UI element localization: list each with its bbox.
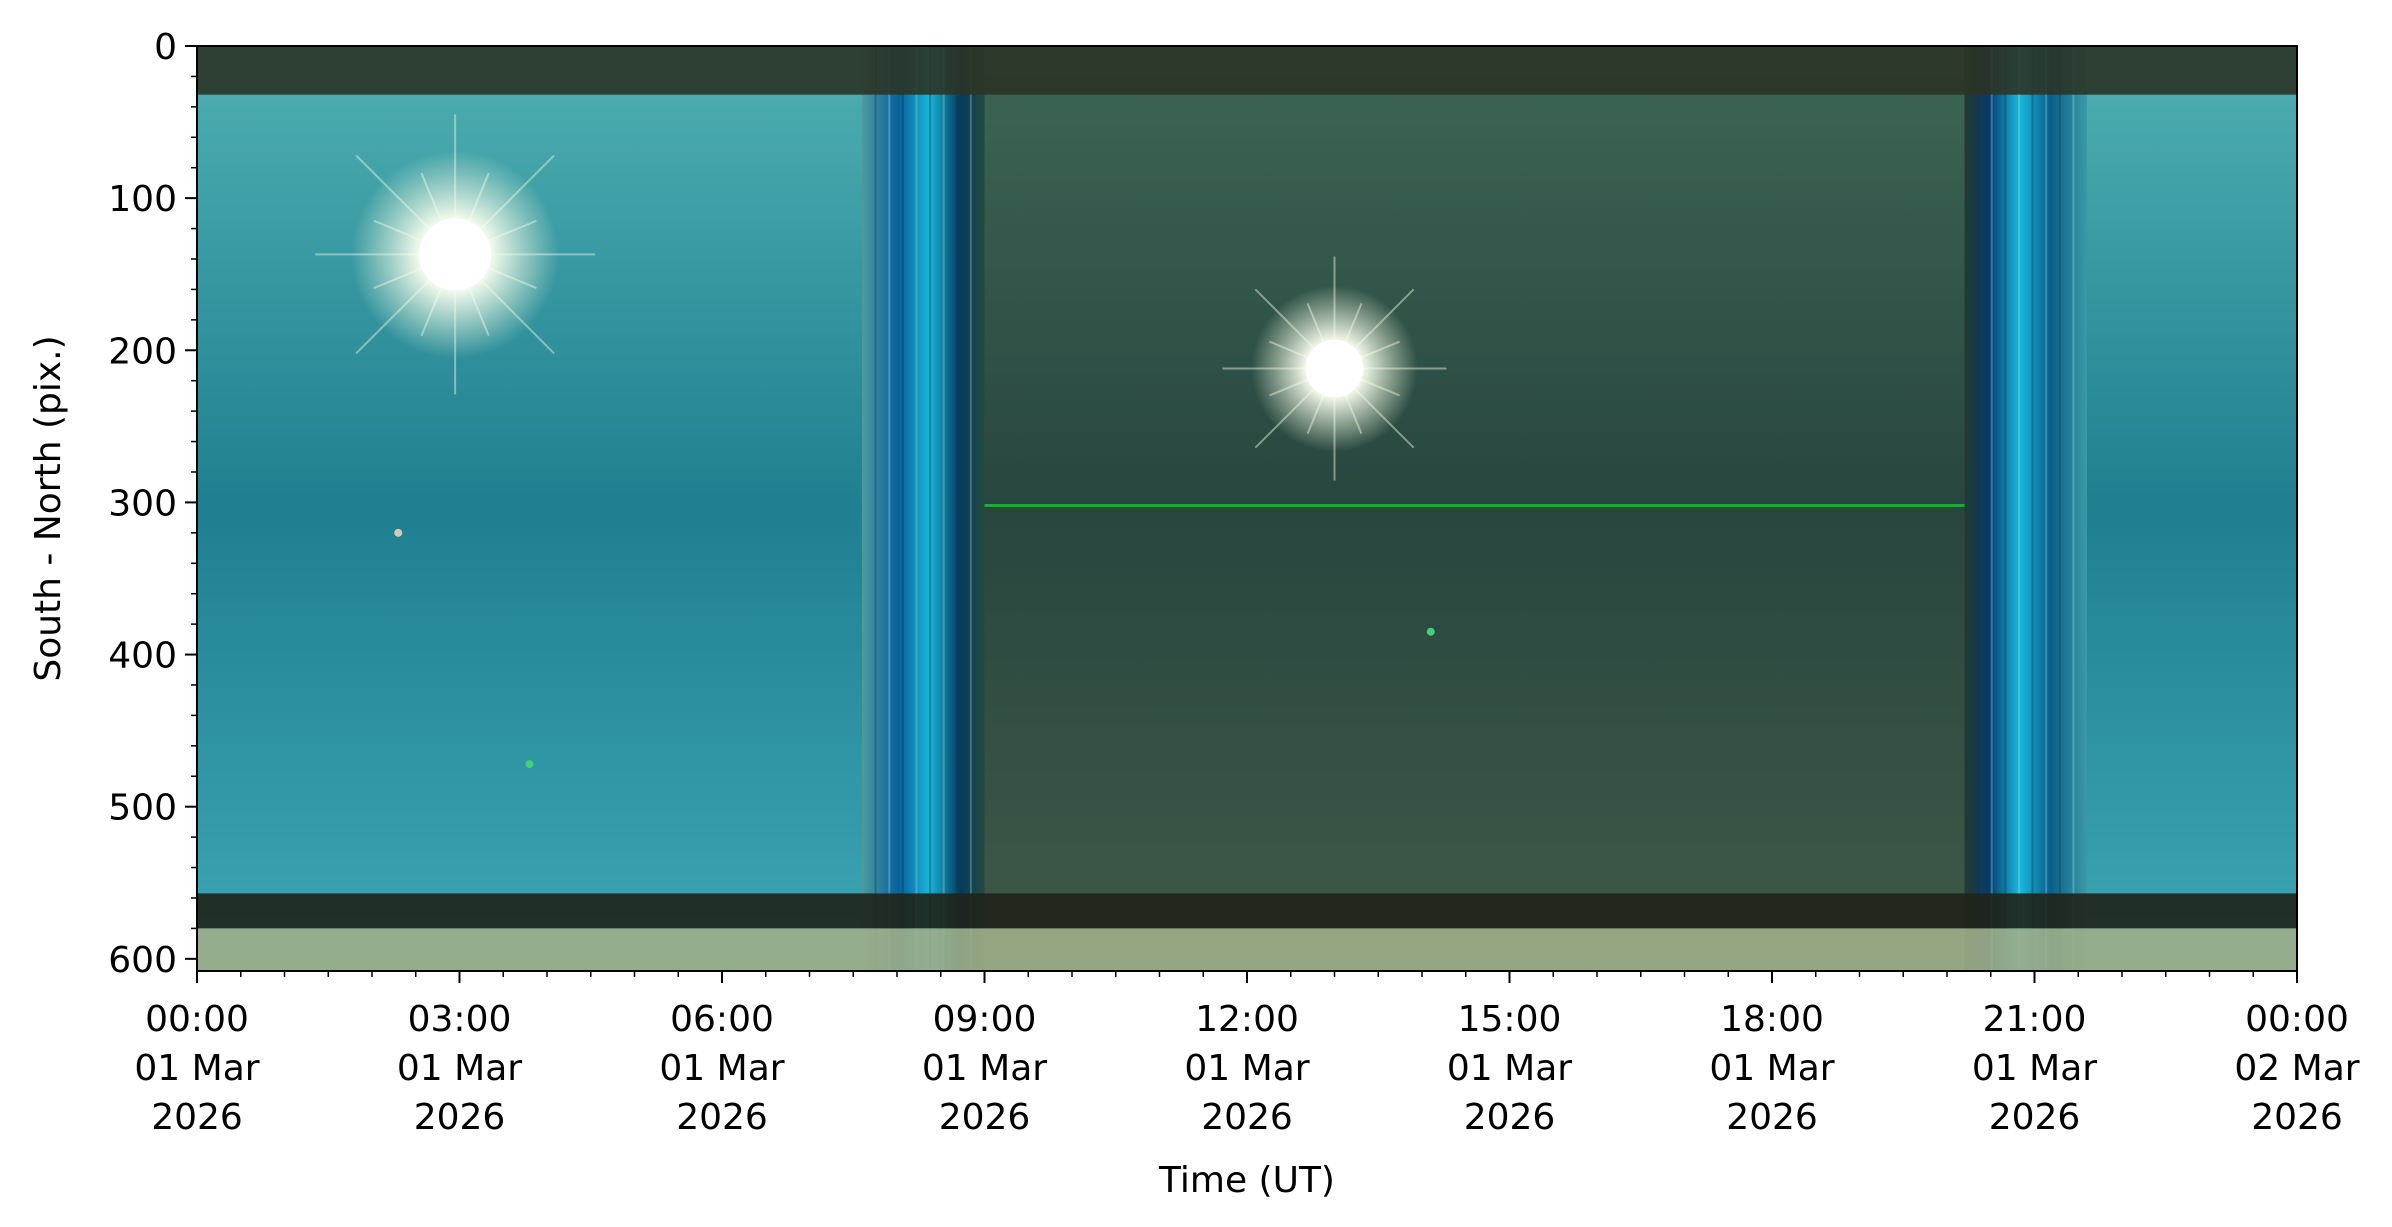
x-tick-label: 01 Mar	[1447, 1048, 1572, 1089]
x-tick-label: 2026	[1989, 1097, 2081, 1138]
x-tick-label: 03:00	[408, 999, 512, 1040]
x-tick-label: 2026	[414, 1097, 506, 1138]
x-tick-label: 01 Mar	[1709, 1048, 1834, 1089]
x-tick-label: 01 Mar	[659, 1048, 784, 1089]
night-segment	[984, 46, 1965, 971]
sun-2	[1222, 256, 1447, 481]
x-tick-label: 15:00	[1458, 999, 1562, 1040]
x-tick-label: 2026	[1726, 1097, 1818, 1138]
bright-dot-3	[394, 528, 403, 537]
x-tick-label: 01 Mar	[1972, 1048, 2097, 1089]
x-tick-label: 01 Mar	[397, 1048, 522, 1089]
x-tick-label: 01 Mar	[1184, 1048, 1309, 1089]
x-tick-label: 09:00	[933, 999, 1037, 1040]
horizontal-band-3	[197, 928, 2297, 971]
bright-dot-1	[525, 760, 534, 769]
x-axis-label: Time (UT)	[1158, 1160, 1335, 1201]
x-tick-label: 00:00	[145, 999, 249, 1040]
sun-1	[315, 114, 596, 395]
y-tick-label: 0	[154, 27, 177, 68]
x-tick-label: 2026	[1464, 1097, 1556, 1138]
y-tick-label: 300	[108, 483, 177, 524]
timelapse-keogram-image	[197, 46, 2297, 971]
x-tick-label: 12:00	[1195, 999, 1299, 1040]
x-tick-label: 21:00	[1983, 999, 2087, 1040]
y-tick-label: 600	[108, 940, 177, 981]
x-tick-label: 2026	[939, 1097, 1031, 1138]
x-tick-label: 01 Mar	[922, 1048, 1047, 1089]
x-tick-label: 18:00	[1720, 999, 1824, 1040]
sun-core	[1305, 339, 1364, 398]
x-tick-label: 02 Mar	[2234, 1048, 2359, 1089]
y-tick-label: 200	[108, 331, 177, 372]
twilight-band-2	[1964, 46, 2087, 971]
sun-core	[419, 218, 492, 291]
twilight-band-1	[862, 46, 985, 971]
x-tick-label: 2026	[151, 1097, 243, 1138]
x-tick-label: 2026	[2251, 1097, 2343, 1138]
y-tick-label: 100	[108, 179, 177, 220]
horizontal-band-1	[197, 46, 2297, 95]
x-tick-label: 2026	[676, 1097, 768, 1138]
x-tick-label: 06:00	[670, 999, 774, 1040]
y-tick-label: 500	[108, 788, 177, 829]
x-tick-label: 2026	[1201, 1097, 1293, 1138]
bright-dot-2	[1426, 627, 1435, 636]
x-tick-label: 01 Mar	[134, 1048, 259, 1089]
x-tick-label: 00:00	[2245, 999, 2349, 1040]
y-axis-label: South - North (pix.)	[28, 335, 69, 681]
horizontal-band-2	[197, 893, 2297, 929]
daylight-segment-2	[2087, 46, 2297, 971]
y-tick-label: 400	[108, 636, 177, 677]
axes: 0 100 200 300 400 500 600 00:00 01 Mar 2026 03:00 0…	[108, 27, 2359, 1138]
